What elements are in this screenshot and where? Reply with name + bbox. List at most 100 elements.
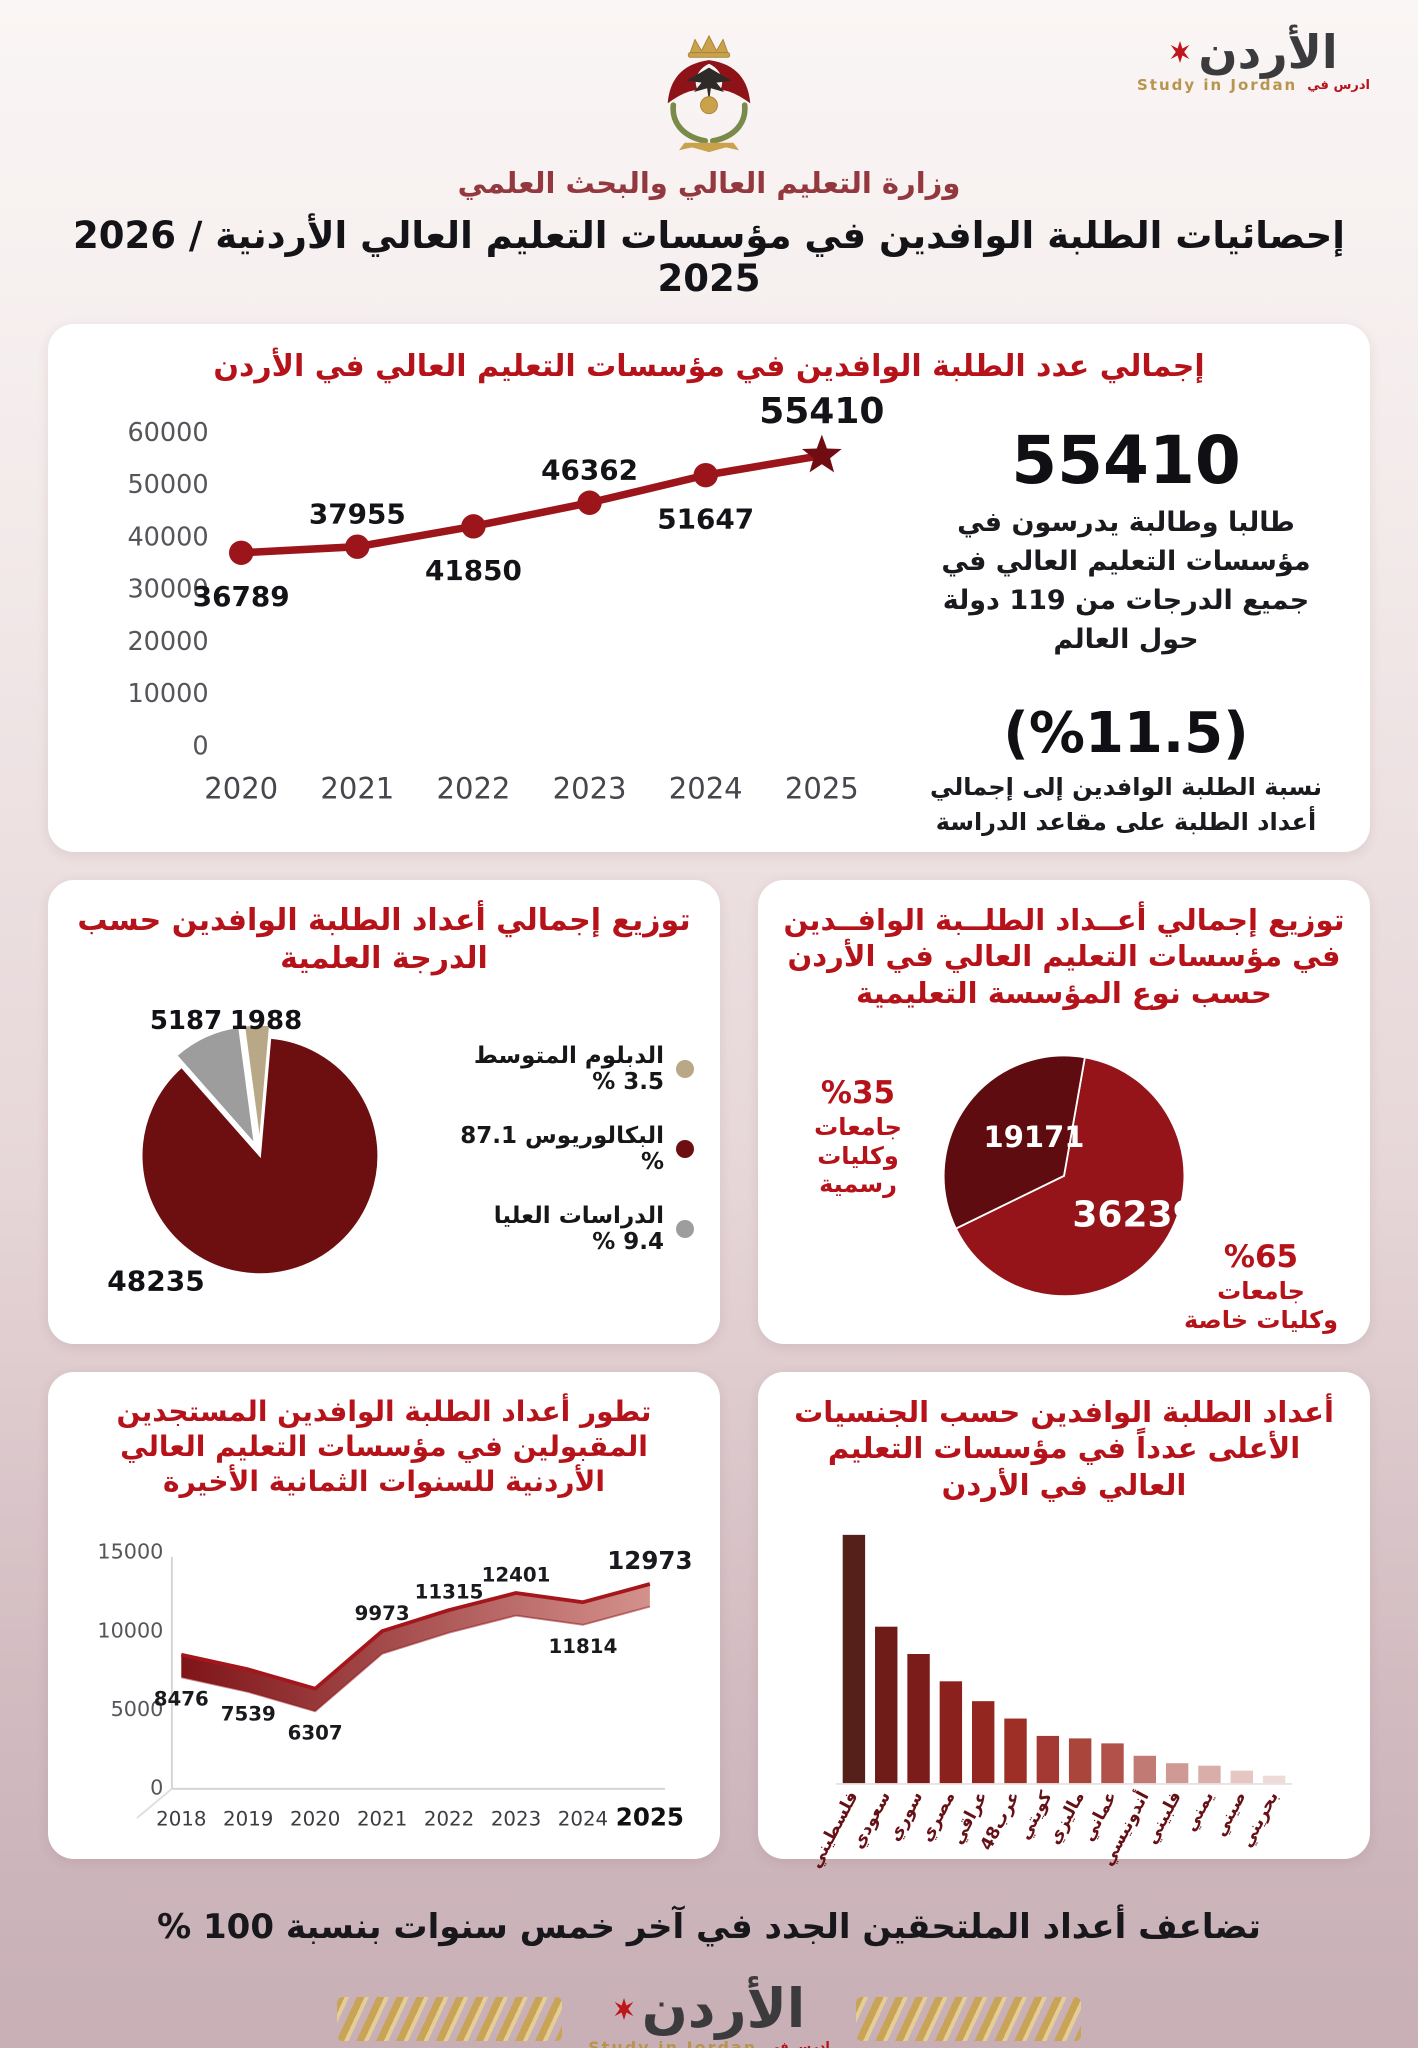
- nationalities-card: أعداد الطلبة الوافدين حسب الجنسيات الأعل…: [758, 1372, 1370, 1871]
- total-students-line-chart: 0 10000 20000 30000 40000 50000 60000 36789 2020…: [82, 392, 916, 824]
- legend-item-graduate: الدراسات العليا 9.4 %: [446, 1203, 694, 1255]
- ratio-caption: نسبة الطلبة الوافدين إلى إجمالي أعداد ال…: [929, 773, 1323, 836]
- svg-text:0: 0: [192, 731, 208, 761]
- svg-text:2019: 2019: [223, 1808, 273, 1831]
- private-count-label: 36239: [1072, 1194, 1198, 1236]
- institution-pie-svg: [942, 1054, 1186, 1297]
- ratio-number: (%11.5): [1003, 701, 1249, 767]
- brand-tagline: Study in Jordan: [1136, 76, 1298, 95]
- footer-brand-name: الأردن: [641, 1977, 806, 2040]
- svg-text:20000: 20000: [127, 626, 208, 656]
- svg-text:9973: 9973: [355, 1602, 410, 1625]
- line-chart-title: إجمالي عدد الطلبة الوافدين في مؤسسات الت…: [213, 349, 1205, 384]
- svg-text:6307: 6307: [288, 1722, 343, 1745]
- study-in-jordan-logo: الأردن ادرس في Study in Jordan: [1137, 25, 1370, 95]
- svg-text:46362: 46362: [541, 453, 638, 486]
- nationalities-bar-chart: فلسطينيسعوديسوريمصريعراقيعرب48كويتيماليز…: [806, 1534, 1293, 1871]
- svg-text:11814: 11814: [549, 1635, 618, 1658]
- svg-text:10000: 10000: [97, 1618, 163, 1642]
- nationalities-chart-title: أعداد الطلبة الوافدين حسب الجنسيات الأعل…: [794, 1395, 1334, 1502]
- svg-text:30000: 30000: [127, 574, 208, 604]
- svg-text:11315: 11315: [415, 1581, 484, 1604]
- official-share-pct: %35: [820, 1074, 896, 1111]
- institution-pie-chart: 19171 36239 %35 جامعات وكليات رسمية %65 …: [782, 1017, 1346, 1335]
- svg-text:2023: 2023: [491, 1808, 541, 1831]
- total-students-card: إجمالي عدد الطلبة الوافدين في مؤسسات الت…: [48, 324, 1370, 852]
- summary-stats: 55410 طالبا وطالبة يدرسون في مؤسسات التع…: [916, 392, 1336, 836]
- svg-text:2022: 2022: [437, 771, 511, 805]
- legend-label-bachelor: البكالوريوس 87.1 %: [460, 1123, 664, 1175]
- ministry-name: وزارة التعليم العالي والبحث العلمي: [457, 166, 961, 200]
- legend-swatch-diploma: [676, 1060, 694, 1078]
- legend-swatch-graduate: [676, 1220, 694, 1238]
- svg-text:55410: 55410: [759, 392, 884, 432]
- middle-row: توزيع إجمالي أعــداد الطلــبة الوافــدين…: [48, 880, 1370, 1344]
- svg-text:36789: 36789: [193, 580, 290, 613]
- graduate-count-label: 5187: [149, 1006, 223, 1036]
- svg-text:8476: 8476: [154, 1688, 209, 1711]
- svg-text:15000: 15000: [97, 1540, 163, 1564]
- svg-text:2024: 2024: [558, 1808, 608, 1831]
- brand-wordmark: الأردن: [1169, 25, 1338, 79]
- svg-text:51647: 51647: [657, 502, 754, 535]
- bottom-row: أعداد الطلبة الوافدين حسب الجنسيات الأعل…: [48, 1372, 1370, 1871]
- new-students-area-chart: 0 5000 10000 15000 8476 2018 7539 2019 6307 2020 9…: [97, 1540, 692, 1832]
- legend-item-diploma: الدبلوم المتوسط 3.5 %: [446, 1043, 694, 1095]
- wheat-ornament-left: [337, 1996, 563, 2041]
- jordan-coat-of-arms: [651, 32, 767, 158]
- brand-sub: ادرس في Study in Jordan: [1137, 76, 1370, 94]
- wheat-ornament-right: [855, 1996, 1081, 2041]
- brand-name: الأردن: [1198, 25, 1338, 79]
- brand-pre-text: ادرس في: [1307, 77, 1370, 93]
- page-title: إحصائيات الطلبة الوافدين في مؤسسات التعل…: [72, 214, 1345, 300]
- svg-text:فلسطيني: فلسطيني: [806, 1788, 863, 1871]
- new-students-chart-title: تطور أعداد الطلبة الوافدين المستجدين الم…: [116, 1395, 652, 1498]
- official-share-name: جامعات وكليات رسمية: [814, 1112, 902, 1199]
- svg-text:60000: 60000: [127, 417, 208, 447]
- footer: الأردن ادرس في Study in Jordan 2026 / 20…: [48, 1977, 1370, 2048]
- svg-text:2022: 2022: [424, 1808, 474, 1831]
- private-share-label: %65 جامعات وكليات خاصة: [1176, 1239, 1346, 1335]
- svg-text:2025: 2025: [785, 771, 859, 805]
- degree-card-content: الدبلوم المتوسط 3.5 % البكالوريوس 87.1 %…: [74, 983, 694, 1327]
- official-share-label: %35 جامعات وكليات رسمية: [782, 1075, 934, 1199]
- header: الأردن ادرس في Study in Jordan: [48, 28, 1370, 158]
- star-icon: [614, 1998, 634, 2021]
- footer-brand-sub: ادرس في Study in Jordan: [588, 2038, 830, 2048]
- official-count-label: 19171: [983, 1119, 1085, 1154]
- svg-text:40000: 40000: [127, 522, 208, 552]
- top-card-content: 55410 طالبا وطالبة يدرسون في مؤسسات التع…: [82, 392, 1336, 836]
- degree-distribution-card: توزيع إجمالي أعداد الطلبة الوافدين حسب ا…: [48, 880, 720, 1344]
- svg-text:0: 0: [150, 1775, 163, 1799]
- svg-text:2020: 2020: [290, 1808, 340, 1831]
- institution-chart-title: توزيع إجمالي أعــداد الطلــبة الوافــدين…: [783, 903, 1345, 1010]
- footer-brand-tagline: Study in Jordan: [588, 2037, 758, 2048]
- private-share-pct: %65: [1223, 1238, 1299, 1275]
- svg-text:2021: 2021: [320, 771, 394, 805]
- svg-text:12973: 12973: [607, 1546, 692, 1575]
- degree-pie-svg: [140, 1023, 380, 1276]
- bachelor-count-label: 48235: [107, 1264, 205, 1298]
- footer-brand-pre: ادرس في: [767, 2039, 830, 2048]
- footer-logo-row: الأردن ادرس في Study in Jordan: [48, 1977, 1370, 2048]
- new-students-card: تطور أعداد الطلبة الوافدين المستجدين الم…: [48, 1372, 720, 1859]
- svg-text:2025: 2025: [616, 1803, 684, 1832]
- svg-text:2021: 2021: [357, 1808, 407, 1831]
- svg-text:2024: 2024: [669, 771, 743, 805]
- svg-text:12401: 12401: [482, 1564, 551, 1587]
- degree-chart-title: توزيع إجمالي أعداد الطلبة الوافدين حسب ا…: [77, 903, 691, 976]
- total-students-number: 55410: [1011, 421, 1241, 499]
- legend-label-graduate: الدراسات العليا 9.4 %: [493, 1203, 664, 1255]
- degree-legend: الدبلوم المتوسط 3.5 % البكالوريوس 87.1 %…: [446, 983, 694, 1327]
- footnote: تضاعف أعداد الملتحقين الجدد في آخر خمس س…: [157, 1907, 1261, 1947]
- svg-text:2020: 2020: [204, 771, 278, 805]
- svg-text:37955: 37955: [309, 497, 406, 530]
- total-students-caption: طالبا وطالبة يدرسون في مؤسسات التعليم ال…: [941, 506, 1311, 655]
- svg-text:2023: 2023: [553, 771, 627, 805]
- svg-text:41850: 41850: [425, 553, 522, 586]
- institution-type-card: توزيع إجمالي أعــداد الطلــبة الوافــدين…: [758, 880, 1370, 1344]
- legend-item-bachelor: البكالوريوس 87.1 %: [446, 1123, 694, 1175]
- legend-swatch-bachelor: [676, 1140, 694, 1158]
- diploma-count-label: 1988: [229, 1006, 303, 1036]
